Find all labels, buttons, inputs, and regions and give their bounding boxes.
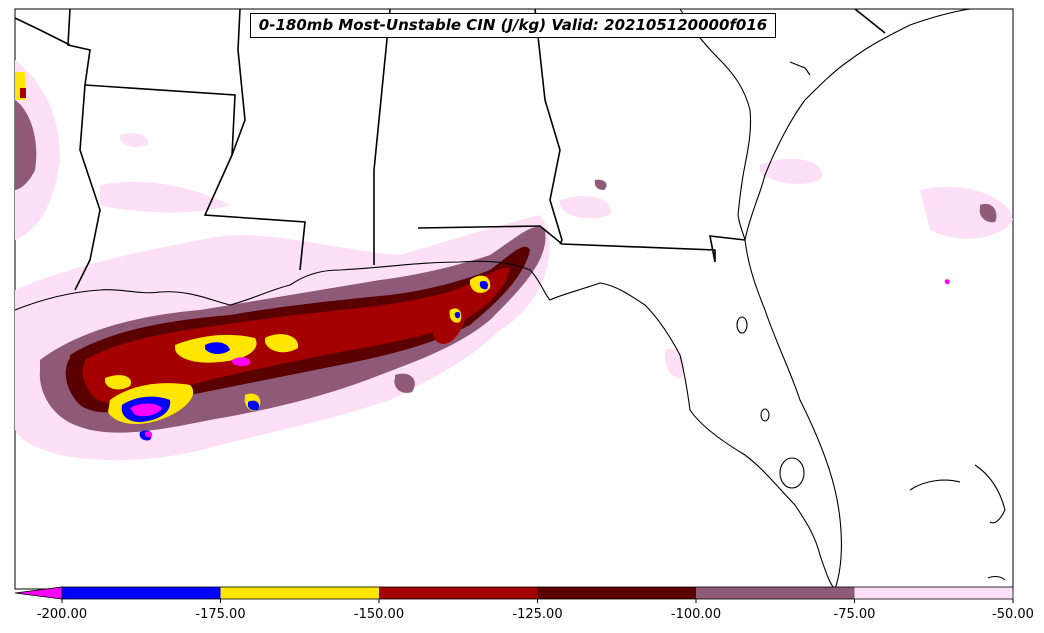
- colorbar-bin: [854, 587, 1013, 599]
- colorbar-tick-label: -100.00: [670, 607, 722, 622]
- state-borders: [15, 9, 886, 291]
- map-title: 0-180mb Most-Unstable CIN (J/kg) Valid: …: [250, 13, 776, 38]
- colorbar-tick-label: -175.00: [195, 607, 246, 622]
- colorbar-tick-label: -75.00: [833, 607, 876, 622]
- colorbar: [14, 586, 1014, 603]
- colorbar-bin: [379, 587, 538, 599]
- colorbar-tick-label: -50.00: [992, 607, 1034, 622]
- coastline: [15, 9, 1006, 589]
- cin-fill-layer: [15, 60, 1013, 461]
- colorbar-bin: [537, 587, 696, 599]
- colorbar-bin: [220, 587, 379, 599]
- colorbar-tick-label: -150.00: [353, 607, 405, 622]
- colorbar-bin: [62, 587, 221, 599]
- colorbar-tick-label: -200.00: [36, 607, 88, 622]
- colorbar-tick-label: -125.00: [512, 607, 563, 622]
- colorbar-bin: [696, 587, 855, 599]
